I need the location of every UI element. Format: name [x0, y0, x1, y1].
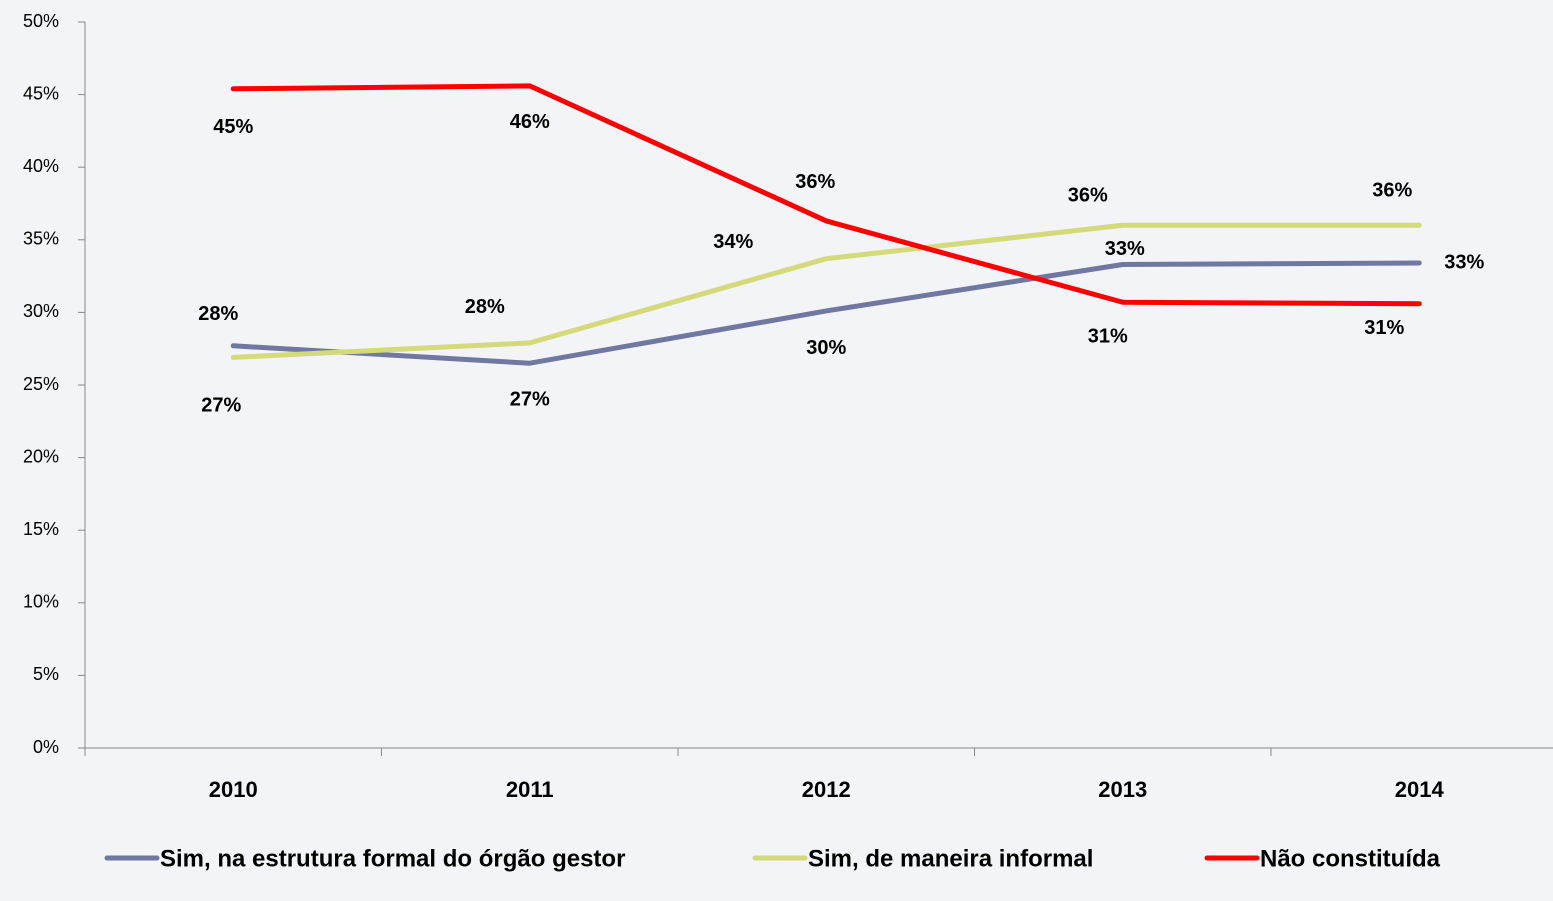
y-tick-label: 45%: [23, 83, 59, 103]
x-tick-label: 2013: [1098, 777, 1147, 802]
value-label: 28%: [465, 296, 505, 318]
y-tick-label: 0%: [33, 737, 59, 757]
value-label: 36%: [1372, 180, 1412, 202]
value-label: 36%: [795, 171, 835, 193]
series-line: [230, 260, 1422, 366]
legend-label: Não constituída: [1260, 845, 1441, 872]
legend-label: Sim, de maneira informal: [808, 845, 1093, 872]
value-label: 30%: [806, 337, 846, 359]
value-label: 45%: [213, 116, 253, 138]
x-tick-label: 2011: [506, 777, 554, 802]
y-tick-label: 25%: [23, 374, 59, 394]
series-line: [230, 83, 1422, 307]
value-label: 33%: [1444, 251, 1484, 273]
y-tick-label: 50%: [23, 11, 59, 31]
value-label: 31%: [1364, 317, 1404, 339]
x-tick-label: 2014: [1395, 777, 1445, 802]
value-label: 33%: [1105, 238, 1145, 260]
value-label: 27%: [510, 389, 550, 411]
legend-label: Sim, na estrutura formal do órgão gestor: [160, 845, 625, 872]
y-tick-label: 5%: [33, 664, 59, 684]
y-tick-label: 35%: [23, 229, 59, 249]
y-tick-label: 30%: [23, 301, 59, 321]
value-label: 36%: [1068, 185, 1108, 207]
value-label: 34%: [713, 231, 753, 253]
value-label: 27%: [201, 395, 241, 417]
y-tick-label: 20%: [23, 446, 59, 466]
series-line: [230, 222, 1422, 360]
value-label: 28%: [198, 303, 238, 325]
x-tick-label: 2010: [209, 777, 258, 802]
y-tick-label: 40%: [23, 156, 59, 176]
value-label: 31%: [1088, 326, 1128, 348]
x-tick-label: 2012: [802, 777, 851, 802]
y-tick-label: 15%: [23, 519, 59, 539]
y-tick-label: 10%: [23, 592, 59, 612]
value-label: 46%: [510, 111, 550, 133]
